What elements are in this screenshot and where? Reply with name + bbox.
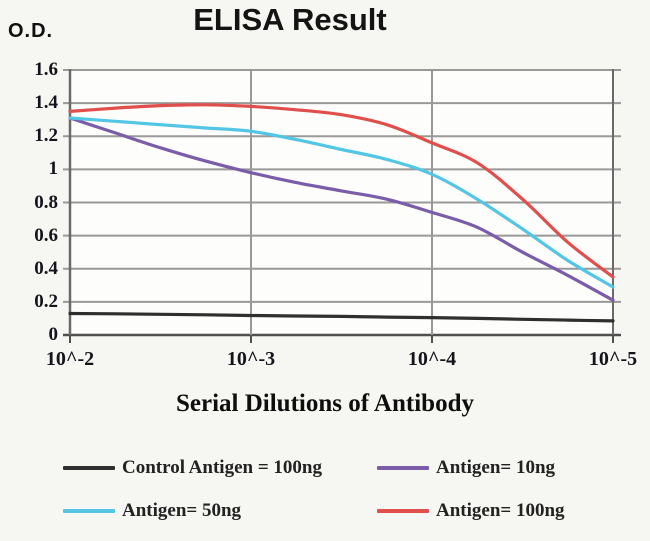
series-line-antigen-10ng <box>68 116 615 302</box>
legend-line-swatch <box>377 466 429 470</box>
legend-item-control-antigen-100ng: Control Antigen = 100ng <box>63 457 322 479</box>
legend-item-antigen-10ng: Antigen= 10ng <box>377 457 555 479</box>
legend-line-swatch <box>377 509 429 513</box>
y-tick-label: 1 <box>48 158 59 180</box>
x-tick-label: 10^-3 <box>226 348 276 370</box>
y-tick-label: 0 <box>48 324 59 345</box>
legend-label: Antigen= 100ng <box>436 500 565 521</box>
legend-label: Antigen= 10ng <box>436 457 556 478</box>
legend-item-antigen-50ng: Antigen= 50ng <box>63 500 241 522</box>
legend-line-swatch <box>63 466 115 470</box>
legend-item-antigen-100ng: Antigen= 100ng <box>377 500 565 522</box>
legend-line-swatch <box>63 509 115 513</box>
y-tick-label: 0.6 <box>34 224 58 246</box>
series-line-control-antigen-100ng <box>68 311 615 323</box>
y-tick-label: 0.2 <box>34 290 58 312</box>
legend-label: Antigen= 50ng <box>122 500 242 521</box>
y-tick-label: 0.8 <box>34 191 58 213</box>
x-tick-label: 10^-2 <box>45 348 95 370</box>
x-tick-label: 10^-5 <box>588 348 638 370</box>
y-tick-label: 1.2 <box>34 125 58 147</box>
legend-label: Control Antigen = 100ng <box>122 457 322 478</box>
y-tick-label: 0.4 <box>34 257 58 279</box>
series-line-antigen-100ng <box>68 103 615 279</box>
y-tick-label: 1.6 <box>34 59 58 80</box>
series-line-antigen-50ng <box>68 116 615 289</box>
y-tick-label: 1.4 <box>34 92 58 114</box>
y-axis-unit-label: O.D. <box>8 20 54 42</box>
chart-title: ELISA Result <box>193 2 387 37</box>
x-tick-label: 10^-4 <box>407 348 457 370</box>
x-axis-title: Serial Dilutions of Antibody <box>176 390 474 417</box>
